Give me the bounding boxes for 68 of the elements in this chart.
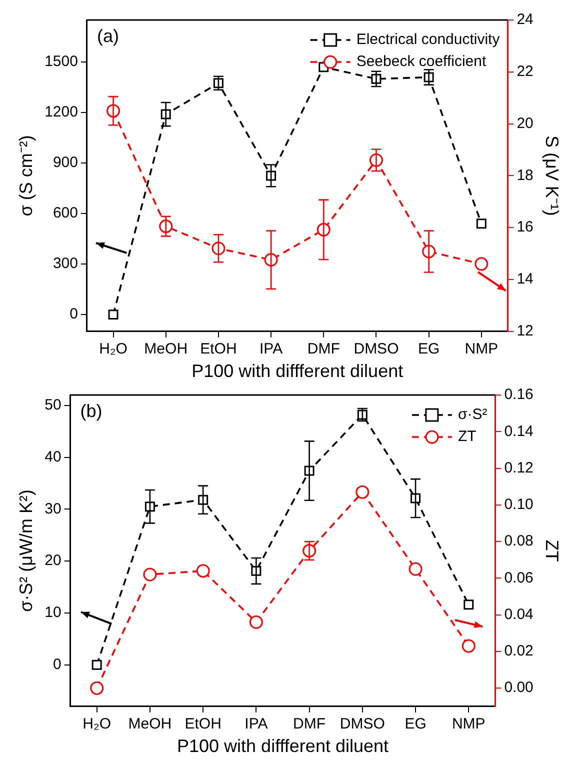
y2-axis-title: ZT [542,540,562,562]
x-tick-label: MeOH [128,716,172,733]
y-tick-label: 0 [70,306,78,323]
x-tick-label: NMP [464,340,498,358]
x-tick-label: DMF [293,716,326,733]
y2-tick-label: 22 [516,63,534,80]
point [462,639,476,653]
x-axis-title: P100 with diffferent diluent [177,736,388,756]
point [464,600,474,610]
y-tick-label: 50 [44,396,62,414]
y-tick-label: 1500 [44,53,78,70]
legend-label: σ·S² [458,406,488,424]
x-tick-label: DMF [307,340,340,358]
x-tick-label: DMSO [340,716,385,733]
y-axis-title: σ (S cm⁻²) [16,135,36,216]
point [249,615,263,629]
y2-tick-label: 0.16 [504,386,534,404]
x-tick-label: DMSO [354,340,399,358]
point [474,257,488,271]
annotation: (a) [96,26,119,46]
x-tick-label: IPA [260,340,283,358]
y-tick-label: 30 [44,500,62,518]
y2-tick-label: 0.00 [504,679,534,696]
y2-tick-label: 18 [516,166,534,184]
y2-tick-label: 14 [516,270,534,288]
y-tick-label: 20 [44,552,62,570]
y2-tick-label: 0.10 [504,496,534,514]
y2-tick-label: 0.06 [504,569,534,586]
y2-tick-label: 0.02 [504,642,534,660]
x-tick-label: EG [418,340,440,358]
y2-tick-label: 0.12 [504,459,534,476]
legend-label: ZT [458,428,476,446]
x-tick-label: NMP [452,716,486,733]
point [108,310,118,320]
y-tick-label: 600 [52,204,78,222]
point [92,660,102,670]
y2-tick-label: 0.08 [504,532,534,550]
x-tick-label: EtOH [200,340,237,358]
legend-label: Electrical conductivity [356,31,500,48]
point [90,681,104,695]
x-tick-label: H₂O [99,340,128,358]
y2-tick-label: 0.14 [504,422,534,440]
y-axis-title: σ·S² (μW/m K²) [16,489,36,612]
point [408,562,422,576]
y2-tick-label: 24 [516,11,534,28]
point [356,485,370,499]
annotation: (b) [80,400,102,421]
point [196,564,210,578]
x-tick-label: IPA [244,716,268,733]
y-tick-label: 40 [44,448,62,466]
y-tick-label: 300 [52,255,78,272]
y-tick-label: 10 [44,604,62,622]
y-tick-label: 0 [52,656,62,674]
y2-tick-label: 16 [516,218,534,236]
y2-tick-label: 0.04 [504,606,534,623]
y2-tick-label: 20 [516,114,534,132]
point [143,568,157,582]
x-tick-label: MeOH [144,340,188,358]
x-tick-label: H₂O [82,716,112,733]
y-tick-label: 1200 [44,104,78,121]
legend-label: Seebeck coefficient [356,53,487,70]
point [476,218,486,229]
x-tick-label: EG [404,716,426,733]
y2-axis-title: S (μV K⁻¹) [542,136,562,216]
y2-tick-label: 12 [516,322,534,340]
x-tick-label: EtOH [184,716,222,733]
x-axis-title: P100 with diffferent diluent [192,361,404,382]
y-tick-label: 900 [52,154,78,172]
